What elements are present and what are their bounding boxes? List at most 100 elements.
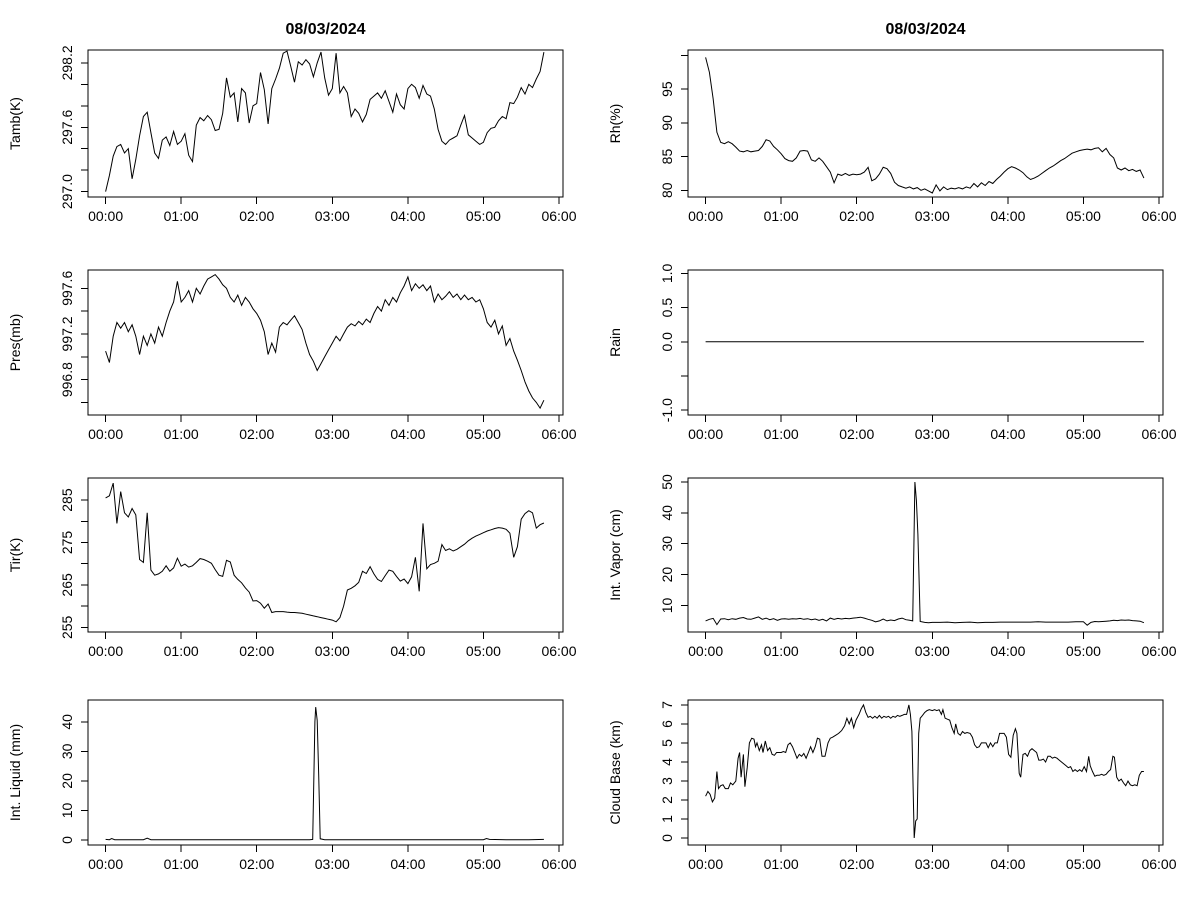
svg-text:01:00: 01:00 bbox=[164, 426, 199, 442]
svg-text:02:00: 02:00 bbox=[239, 208, 274, 224]
svg-text:01:00: 01:00 bbox=[164, 208, 199, 224]
svg-text:03:00: 03:00 bbox=[315, 643, 350, 659]
svg-text:0: 0 bbox=[59, 836, 75, 844]
svg-text:0: 0 bbox=[659, 834, 675, 842]
svg-text:05:00: 05:00 bbox=[1066, 643, 1101, 659]
rh-plot: 08/03/2024 Rh(%) 00:00 01:00 02:00 03:00 04:00… bbox=[607, 21, 1177, 224]
cloud-base-plot: Cloud Base (km) 00:00 01:00 02:00 03:00 04:00… bbox=[607, 699, 1177, 872]
svg-text:08/03/2024: 08/03/2024 bbox=[885, 21, 965, 38]
svg-text:03:00: 03:00 bbox=[915, 208, 950, 224]
svg-text:02:00: 02:00 bbox=[239, 426, 274, 442]
svg-text:Pres(mb): Pres(mb) bbox=[7, 314, 23, 372]
svg-text:00:00: 00:00 bbox=[88, 426, 123, 442]
svg-text:997.6: 997.6 bbox=[59, 271, 75, 306]
svg-text:03:00: 03:00 bbox=[315, 208, 350, 224]
svg-text:90: 90 bbox=[659, 115, 675, 131]
svg-text:04:00: 04:00 bbox=[390, 208, 425, 224]
svg-text:04:00: 04:00 bbox=[990, 856, 1025, 872]
svg-text:-1.0: -1.0 bbox=[659, 398, 675, 422]
svg-text:04:00: 04:00 bbox=[390, 426, 425, 442]
svg-text:Tir(K): Tir(K) bbox=[7, 538, 23, 572]
svg-text:265: 265 bbox=[59, 573, 75, 597]
int-liquid-plot: Int. Liquid (mm) 00:00 01:00 02:00 03:00 04:0… bbox=[7, 699, 577, 872]
svg-text:01:00: 01:00 bbox=[164, 643, 199, 659]
svg-text:10: 10 bbox=[59, 802, 75, 818]
svg-text:06:00: 06:00 bbox=[541, 426, 576, 442]
svg-text:1: 1 bbox=[659, 815, 675, 823]
svg-text:03:00: 03:00 bbox=[915, 426, 950, 442]
panel-pres: Pres(mb) 00:00 01:00 02:00 03:00 04:00 05:00 06… bbox=[0, 225, 600, 450]
svg-text:05:00: 05:00 bbox=[1066, 426, 1101, 442]
svg-text:Cloud Base (km): Cloud Base (km) bbox=[607, 720, 623, 824]
panel-rain: Rain 00:00 01:00 02:00 03:00 04:00 05:00 06:00 -… bbox=[600, 225, 1200, 450]
svg-text:05:00: 05:00 bbox=[466, 426, 501, 442]
svg-text:997.2: 997.2 bbox=[59, 316, 75, 351]
svg-text:01:00: 01:00 bbox=[764, 643, 799, 659]
svg-text:297.6: 297.6 bbox=[59, 110, 75, 145]
svg-text:50: 50 bbox=[659, 474, 675, 490]
svg-text:255: 255 bbox=[59, 615, 75, 639]
svg-text:0.0: 0.0 bbox=[659, 332, 675, 352]
svg-text:30: 30 bbox=[659, 536, 675, 552]
panel-cloud-base: Cloud Base (km) 00:00 01:00 02:00 03:00 04:00… bbox=[600, 675, 1200, 900]
svg-text:02:00: 02:00 bbox=[239, 643, 274, 659]
svg-text:298.2: 298.2 bbox=[59, 45, 75, 80]
svg-text:5: 5 bbox=[659, 739, 675, 747]
svg-text:Tamb(K): Tamb(K) bbox=[7, 97, 23, 150]
svg-text:06:00: 06:00 bbox=[1141, 426, 1176, 442]
svg-text:02:00: 02:00 bbox=[839, 426, 874, 442]
svg-text:04:00: 04:00 bbox=[390, 856, 425, 872]
svg-text:06:00: 06:00 bbox=[1141, 643, 1176, 659]
svg-text:00:00: 00:00 bbox=[88, 208, 123, 224]
svg-text:95: 95 bbox=[659, 81, 675, 97]
svg-text:06:00: 06:00 bbox=[541, 208, 576, 224]
svg-text:00:00: 00:00 bbox=[688, 208, 723, 224]
svg-text:10: 10 bbox=[659, 597, 675, 613]
panel-int-vapor: Int. Vapor (cm) 00:00 01:00 02:00 03:00 04:00… bbox=[600, 450, 1200, 675]
svg-text:05:00: 05:00 bbox=[466, 856, 501, 872]
svg-text:1.0: 1.0 bbox=[659, 263, 675, 283]
svg-text:01:00: 01:00 bbox=[764, 426, 799, 442]
svg-text:01:00: 01:00 bbox=[764, 208, 799, 224]
svg-text:6: 6 bbox=[659, 720, 675, 728]
svg-text:40: 40 bbox=[659, 505, 675, 521]
svg-text:05:00: 05:00 bbox=[1066, 856, 1101, 872]
svg-text:Int. Liquid (mm): Int. Liquid (mm) bbox=[7, 724, 23, 821]
svg-text:20: 20 bbox=[59, 773, 75, 789]
svg-text:40: 40 bbox=[59, 714, 75, 730]
svg-text:05:00: 05:00 bbox=[1066, 208, 1101, 224]
svg-text:06:00: 06:00 bbox=[1141, 856, 1176, 872]
svg-text:01:00: 01:00 bbox=[164, 856, 199, 872]
svg-text:0.5: 0.5 bbox=[659, 298, 675, 318]
svg-text:02:00: 02:00 bbox=[839, 208, 874, 224]
svg-text:01:00: 01:00 bbox=[764, 856, 799, 872]
svg-text:08/03/2024: 08/03/2024 bbox=[285, 21, 365, 38]
rain-plot: Rain 00:00 01:00 02:00 03:00 04:00 05:00 06:00 -… bbox=[607, 263, 1177, 442]
svg-text:Int. Vapor (cm): Int. Vapor (cm) bbox=[607, 509, 623, 601]
svg-text:20: 20 bbox=[659, 567, 675, 583]
svg-text:05:00: 05:00 bbox=[466, 208, 501, 224]
svg-text:85: 85 bbox=[659, 149, 675, 165]
svg-text:03:00: 03:00 bbox=[315, 856, 350, 872]
panel-tamb: 08/03/2024 Tamb(K) 00:00 01:00 02:00 03:00 04:… bbox=[0, 0, 600, 225]
svg-text:02:00: 02:00 bbox=[839, 643, 874, 659]
svg-text:00:00: 00:00 bbox=[688, 643, 723, 659]
svg-text:02:00: 02:00 bbox=[839, 856, 874, 872]
panel-tir: Tir(K) 00:00 01:00 02:00 03:00 04:00 05:00 06:0… bbox=[0, 450, 600, 675]
svg-text:06:00: 06:00 bbox=[541, 856, 576, 872]
svg-text:00:00: 00:00 bbox=[88, 856, 123, 872]
svg-text:00:00: 00:00 bbox=[688, 426, 723, 442]
svg-text:05:00: 05:00 bbox=[466, 643, 501, 659]
svg-text:04:00: 04:00 bbox=[990, 208, 1025, 224]
tir-plot: Tir(K) 00:00 01:00 02:00 03:00 04:00 05:00 06:0… bbox=[7, 477, 577, 659]
svg-text:297.0: 297.0 bbox=[59, 174, 75, 209]
svg-text:80: 80 bbox=[659, 182, 675, 198]
pres-plot: Pres(mb) 00:00 01:00 02:00 03:00 04:00 05:00 06… bbox=[7, 269, 577, 442]
svg-text:00:00: 00:00 bbox=[688, 856, 723, 872]
svg-text:06:00: 06:00 bbox=[541, 643, 576, 659]
svg-text:996.8: 996.8 bbox=[59, 362, 75, 397]
svg-text:30: 30 bbox=[59, 743, 75, 759]
svg-text:04:00: 04:00 bbox=[990, 643, 1025, 659]
